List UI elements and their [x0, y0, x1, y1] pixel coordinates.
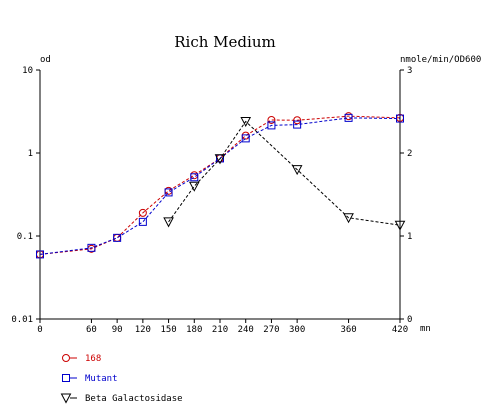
data-point-1	[190, 173, 199, 182]
data-point-0	[138, 208, 147, 217]
right-axis-label: nmole/min/OD600	[400, 55, 481, 65]
legend-marker-1	[62, 374, 70, 382]
data-point-1	[138, 217, 147, 226]
x-unit-label: mn	[420, 324, 431, 334]
y-right-tick-label: 2	[407, 149, 412, 159]
legend-marker-0	[62, 354, 70, 362]
y-left-tick-label: 10	[22, 66, 33, 76]
x-tick-label: 360	[340, 325, 356, 335]
x-tick-label: 240	[238, 325, 254, 335]
x-tick-label: 150	[160, 325, 176, 335]
legend-marker-2	[60, 393, 72, 404]
y-right-tick-label: 0	[407, 315, 412, 325]
series-line-1	[39, 117, 401, 255]
legend: 168 Mutant Beta Galactosidase	[60, 354, 183, 404]
series-group	[36, 112, 406, 259]
data-point-2	[343, 213, 354, 224]
data-point-1	[36, 250, 44, 259]
data-point-2	[291, 165, 303, 176]
chart-title: Rich Medium	[174, 33, 275, 51]
x-tick-label: 0	[37, 325, 42, 335]
data-point-1	[87, 243, 96, 252]
y-right-tick-label: 1	[407, 232, 412, 242]
data-point-0	[267, 115, 276, 124]
data-point-1	[293, 120, 302, 129]
x-tick-label: 300	[289, 325, 305, 335]
data-point-0	[241, 131, 250, 140]
left-axis-label: od	[40, 55, 51, 65]
data-point-1	[344, 113, 353, 122]
data-point-1	[241, 134, 250, 143]
data-point-0	[113, 233, 122, 242]
data-point-1	[113, 233, 122, 242]
data-point-2	[394, 220, 406, 231]
y-left-tick-label: 1	[28, 149, 33, 159]
legend-label: Beta Galactosidase	[85, 394, 183, 404]
x-tick-label: 420	[392, 325, 408, 335]
legend-label: 168	[85, 354, 101, 364]
x-tick-label: 210	[212, 325, 228, 335]
data-point-1	[396, 114, 404, 123]
series-line-0	[39, 115, 401, 255]
x-tick-label: 90	[112, 325, 123, 335]
data-point-2	[214, 154, 226, 165]
data-point-2	[188, 181, 200, 192]
data-point-0	[293, 116, 302, 125]
data-point-1	[267, 121, 276, 130]
data-point-2	[240, 116, 252, 128]
x-tick-label: 180	[186, 325, 202, 335]
legend-label: Mutant	[85, 374, 118, 384]
data-point-2	[163, 217, 174, 228]
x-tick-label: 60	[86, 325, 97, 335]
x-tick-label: 120	[135, 325, 151, 335]
x-tick-label: 270	[263, 325, 279, 335]
y-right-tick-label: 3	[407, 66, 412, 76]
y-left-tick-label: 0.01	[11, 315, 33, 325]
series-line-2	[168, 120, 401, 226]
data-point-1	[164, 188, 173, 197]
axes: 0 60 90 120 150 180 210 240 270 300 360 4201010.10.…	[11, 66, 412, 335]
y-left-tick-label: 0.1	[17, 232, 33, 242]
